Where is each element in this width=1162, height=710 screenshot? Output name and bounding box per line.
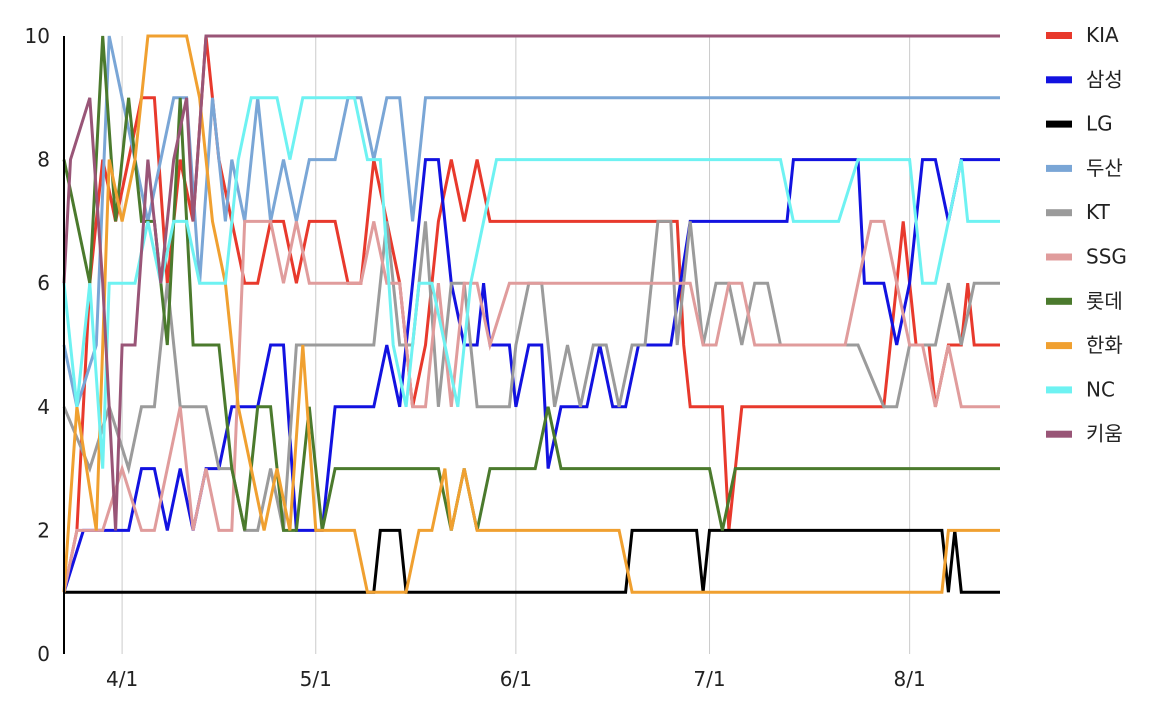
legend-label: 두산 — [1086, 156, 1123, 180]
x-tick-labels: 4/1 5/1 6/1 7/1 8/1 — [106, 667, 926, 691]
y-tick-label: 0 — [37, 642, 50, 666]
legend-label: KIA — [1086, 23, 1119, 47]
x-tick-label: 7/1 — [693, 667, 725, 691]
x-tick-label: 5/1 — [300, 667, 332, 691]
series-line-9 — [62, 34, 1000, 531]
x-tick-label: 8/1 — [894, 667, 926, 691]
legend-swatch — [1046, 120, 1072, 128]
legend-swatch — [1046, 342, 1072, 350]
legend-swatch — [1046, 32, 1072, 39]
legend-label: 한화 — [1086, 333, 1123, 357]
x-tick-label: 4/1 — [106, 667, 138, 691]
series-lines — [62, 34, 1000, 594]
y-tick-label: 10 — [25, 24, 50, 48]
legend-label: SSG — [1086, 245, 1127, 269]
legend-swatch — [1046, 164, 1072, 172]
legend-swatch — [1046, 297, 1072, 305]
legend-swatch — [1046, 76, 1072, 84]
series-line-0 — [62, 35, 1000, 593]
y-tick-label: 6 — [37, 271, 50, 295]
series-line-4 — [62, 219, 1000, 532]
legend-label: KT — [1086, 200, 1111, 224]
legend-swatch — [1046, 209, 1072, 217]
y-tick-label: 4 — [37, 395, 50, 419]
y-tick-label: 2 — [37, 518, 50, 542]
series-line-3 — [62, 35, 1000, 413]
legend-swatch — [1046, 386, 1072, 394]
y-tick-label: 8 — [37, 148, 50, 172]
series-line-2 — [64, 528, 1000, 594]
legend-swatch — [1046, 253, 1072, 261]
y-tick-labels: 0 2 4 6 8 10 — [25, 24, 50, 666]
series-line-7 — [62, 34, 1000, 594]
series-line-8 — [62, 96, 1000, 469]
series-line-5 — [62, 219, 1000, 593]
legend-label: NC — [1086, 377, 1115, 401]
legend-label: LG — [1086, 112, 1113, 136]
x-tick-label: 6/1 — [500, 667, 532, 691]
legend-label: 삼성 — [1086, 67, 1123, 91]
legend-swatch — [1046, 430, 1072, 438]
legend-label: 키움 — [1086, 422, 1123, 446]
series-line-1 — [62, 158, 1000, 593]
legend-label: 롯데 — [1086, 289, 1123, 313]
